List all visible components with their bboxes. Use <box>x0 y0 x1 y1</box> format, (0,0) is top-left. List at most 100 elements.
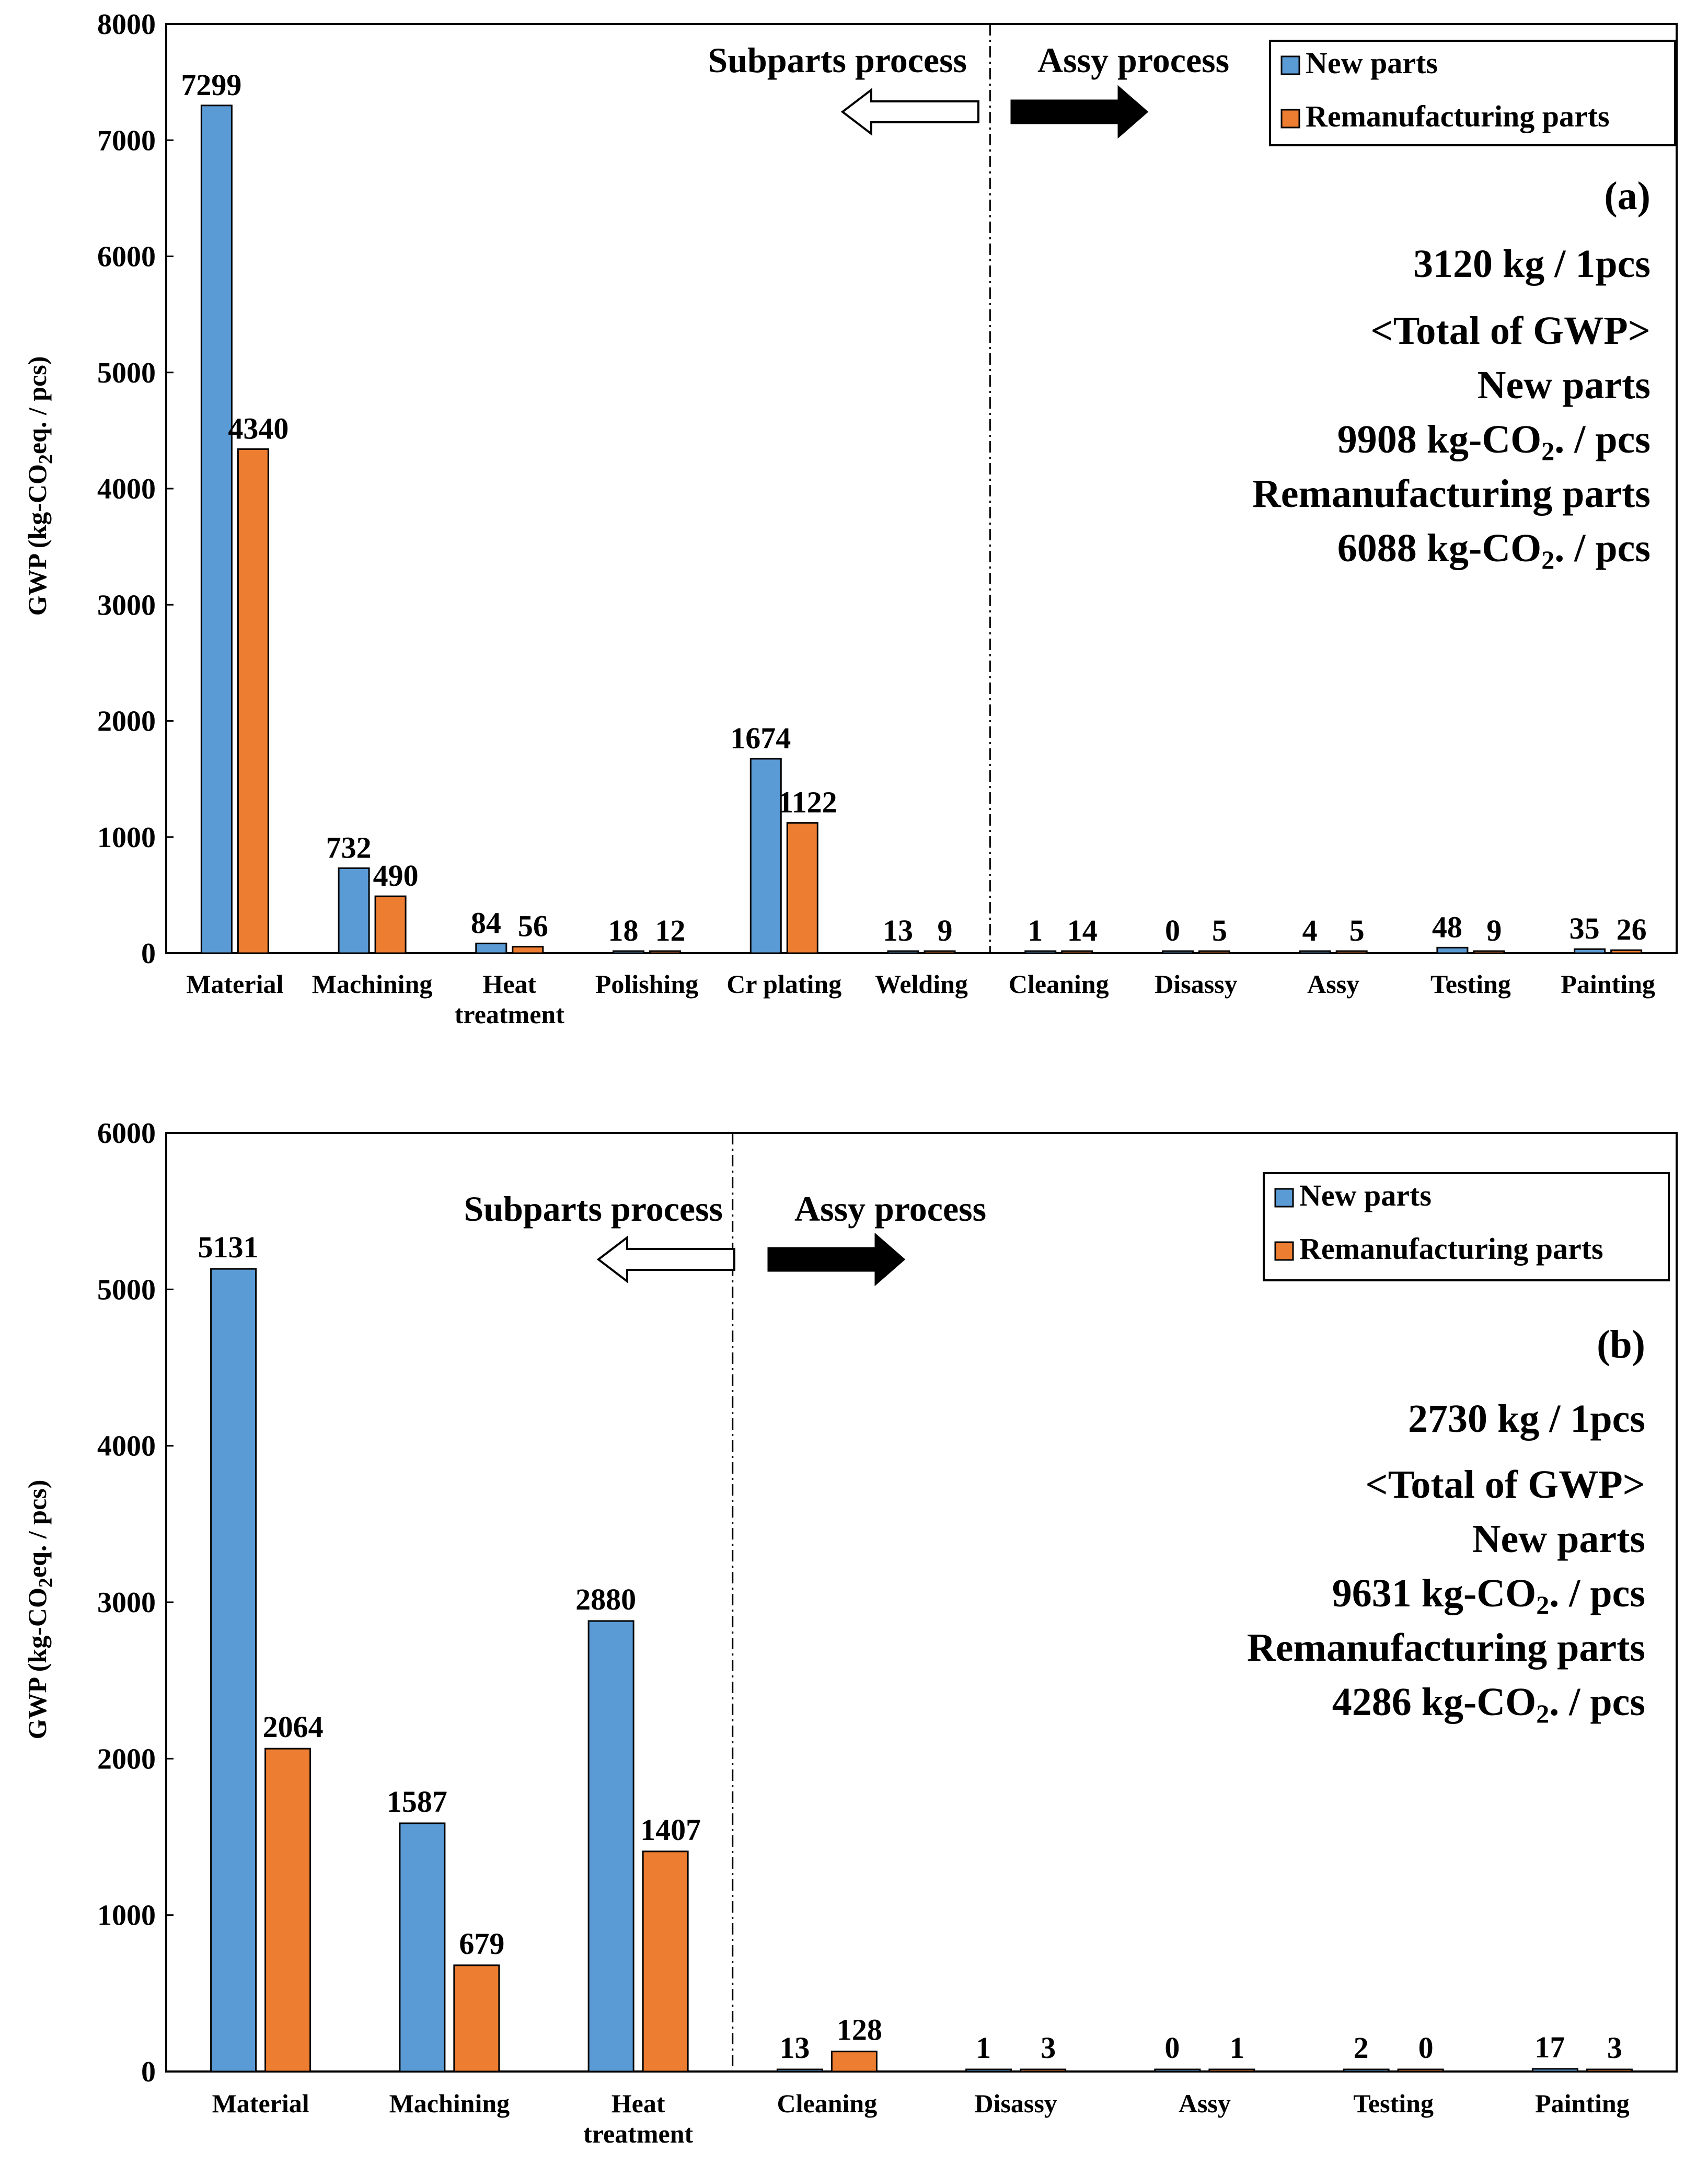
bar-new-parts <box>1161 950 1194 954</box>
y-tick-label: 6000 <box>97 241 156 273</box>
bar-new-parts <box>965 2068 1012 2073</box>
data-label-reman: 3 <box>1041 2031 1056 2065</box>
y-tick-label: 4000 <box>97 1430 156 1463</box>
total-new-value: 9631 kg-CO2. / pcs <box>1332 1571 1645 1619</box>
bar-new-parts <box>613 950 645 954</box>
data-label-new: 5131 <box>198 1230 259 1264</box>
bar-remanufacturing-parts <box>830 2051 878 2073</box>
data-label-reman: 1122 <box>778 785 837 819</box>
x-tick-label: Polishing <box>595 969 698 999</box>
total-reman-label: Remanufacturing parts <box>1252 472 1651 516</box>
x-tick-label: Assy <box>1179 2089 1231 2118</box>
data-label-new: 13 <box>779 2031 810 2065</box>
total-new-value: 9908 kg-CO2. / pcs <box>1337 418 1651 466</box>
bar-new-parts <box>1574 948 1606 954</box>
bar-new-parts <box>1154 2068 1201 2073</box>
data-label-new: 0 <box>1165 913 1180 947</box>
bar-remanufacturing-parts <box>649 950 682 954</box>
x-tick-label: Cleaning <box>777 2089 878 2118</box>
bar-remanufacturing-parts <box>642 1850 689 2073</box>
data-label-reman: 1407 <box>640 1813 701 1847</box>
legend-swatch <box>1274 1188 1294 1208</box>
legend-label: Remanufacturing parts <box>1306 99 1610 133</box>
y-tick-label: 6000 <box>97 1117 156 1150</box>
total-reman-label: Remanufacturing parts <box>1247 1626 1645 1670</box>
total-title: <Total of GWP> <box>1365 1463 1645 1507</box>
legend-swatch <box>1274 1241 1294 1261</box>
data-label-reman: 3 <box>1607 2031 1622 2065</box>
bar-new-parts <box>587 1620 634 2073</box>
bar-new-parts <box>1436 946 1469 954</box>
legend-label: Remanufacturing parts <box>1299 1232 1603 1266</box>
data-label-new: 1 <box>1028 913 1043 947</box>
data-label-reman: 679 <box>459 1927 504 1961</box>
y-tick-label: 8000 <box>97 8 156 41</box>
y-tick-label: 4000 <box>97 473 156 505</box>
y-tick-label: 1000 <box>97 1900 156 1932</box>
bar-remanufacturing-parts <box>1397 2068 1444 2073</box>
data-label-reman: 0 <box>1418 2031 1434 2065</box>
bar-remanufacturing-parts <box>1020 2068 1067 2073</box>
bar-remanufacturing-parts <box>1586 2068 1633 2073</box>
y-tick-label: 0 <box>141 938 156 970</box>
data-label-reman: 14 <box>1067 913 1098 947</box>
bar-remanufacturing-parts <box>1208 2068 1255 2073</box>
weight-annotation: 3120 kg / 1pcs <box>1413 242 1651 286</box>
x-tick-label: Welding <box>875 969 968 999</box>
data-label-new: 13 <box>883 913 913 947</box>
data-label-new: 7299 <box>181 68 241 102</box>
total-new-label: New parts <box>1472 1517 1645 1561</box>
y-tick-label: 5000 <box>97 357 156 389</box>
x-tick-label: Cleaning <box>1009 969 1109 999</box>
data-label-new: 732 <box>326 830 372 864</box>
bar-new-parts <box>776 2068 823 2073</box>
y-tick-label: 3000 <box>97 589 156 621</box>
x-tick-label: Disassy <box>1155 969 1237 999</box>
data-label-new: 0 <box>1164 2031 1180 2065</box>
x-tick-label: Painting <box>1535 2089 1630 2118</box>
legend-box <box>1269 40 1676 146</box>
data-label-new: 2 <box>1354 2031 1369 2065</box>
data-label-reman: 12 <box>655 913 686 947</box>
y-tick-label: 0 <box>141 2056 156 2088</box>
x-tick-label: Assy <box>1307 969 1359 999</box>
bar-remanufacturing-parts <box>786 822 818 954</box>
total-reman-value: 4286 kg-CO2. / pcs <box>1332 1680 1645 1728</box>
x-tick-label: Disassy <box>974 2089 1057 2118</box>
bar-new-parts <box>1299 950 1331 954</box>
y-tick-label: 7000 <box>97 124 156 157</box>
data-label-new: 1674 <box>730 721 791 755</box>
x-tick-label: Painting <box>1561 969 1655 999</box>
bar-remanufacturing-parts <box>1473 950 1505 954</box>
bar-remanufacturing-parts <box>453 1964 500 2073</box>
bar-remanufacturing-parts <box>374 895 407 954</box>
bar-new-parts <box>210 1268 257 2073</box>
x-tick-label: Cr plating <box>726 969 841 999</box>
bar-remanufacturing-parts <box>1610 949 1643 954</box>
data-label-new: 1587 <box>387 1785 447 1819</box>
panel-label: (b) <box>1597 1323 1645 1367</box>
subparts-arrow-icon <box>840 87 979 136</box>
bar-new-parts <box>1343 2068 1390 2073</box>
assy-arrow-icon <box>767 1232 906 1287</box>
legend-box <box>1263 1172 1670 1281</box>
data-label-reman: 1 <box>1229 2031 1244 2065</box>
x-tick-label: Testing <box>1430 969 1511 999</box>
subparts-process-label: Subparts process <box>464 1189 723 1229</box>
data-label-new: 18 <box>608 913 639 947</box>
bar-remanufacturing-parts <box>924 950 956 954</box>
legend-swatch <box>1280 109 1300 129</box>
y-axis-label: GWP (kg-CO2eq. / pcs) <box>22 1480 57 1740</box>
panel-label: (a) <box>1604 174 1651 218</box>
y-tick-label: 2000 <box>97 705 156 738</box>
assy-process-label: Assy process <box>794 1189 986 1229</box>
bar-remanufacturing-parts <box>512 946 544 954</box>
bar-new-parts <box>749 758 782 954</box>
data-label-new: 17 <box>1534 2030 1565 2064</box>
assy-arrow-icon <box>1010 85 1149 139</box>
subparts-process-label: Subparts process <box>708 40 967 80</box>
data-label-reman: 128 <box>837 2013 882 2047</box>
chart-b: 0 1000 2000 3000 4000 5000 6000 GWP (kg-CO2eq. … <box>22 1117 1678 2148</box>
y-tick-label: 1000 <box>97 821 156 854</box>
